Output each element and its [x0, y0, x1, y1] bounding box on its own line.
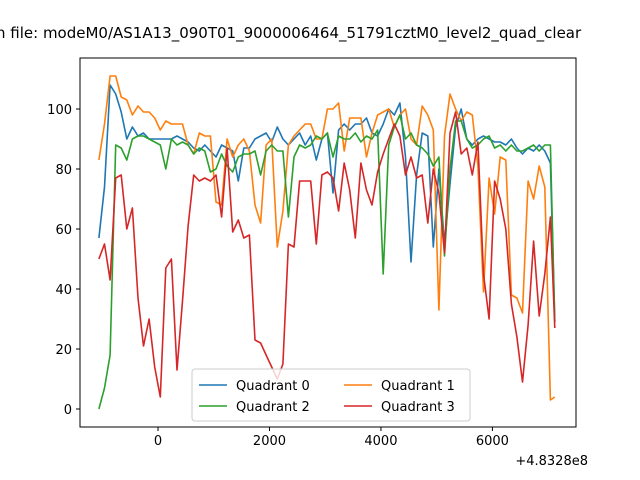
legend: Quadrant 0 Quadrant 1 Quadrant 2 Quadrant 3: [191, 368, 471, 422]
series-line-quadrant-1: [98, 75, 556, 401]
y-tick-label: 60: [55, 223, 72, 238]
x-axis: 0 2000 4000 6000: [154, 427, 509, 449]
y-tick-label: 0: [64, 403, 72, 418]
y-tick-label: 20: [55, 343, 72, 358]
series-layer: [98, 75, 556, 410]
legend-label: Quadrant 1: [381, 379, 455, 394]
y-axis: 0 20 40 60 80 100: [47, 103, 80, 418]
legend-label: Quadrant 0: [236, 379, 310, 394]
y-tick-label: 40: [55, 283, 72, 298]
series-line-quadrant-3: [98, 111, 556, 398]
legend-label: Quadrant 2: [236, 400, 310, 415]
legend-box: [191, 368, 471, 422]
legend-label: Quadrant 3: [381, 400, 455, 415]
axes-frame: [79, 57, 577, 428]
y-tick-label: 100: [47, 103, 72, 118]
x-tick-label: 4000: [364, 434, 397, 449]
chart-title: n file: modeM0/AS1A13_090T01_9000006464_…: [0, 24, 582, 43]
x-tick-label: 0: [154, 434, 162, 449]
y-tick-label: 80: [55, 163, 72, 178]
series-line-quadrant-2: [98, 114, 556, 410]
x-tick-label: 2000: [253, 434, 286, 449]
x-tick-label: 6000: [476, 434, 509, 449]
x-axis-offset-label: +4.8328e8: [515, 454, 588, 469]
